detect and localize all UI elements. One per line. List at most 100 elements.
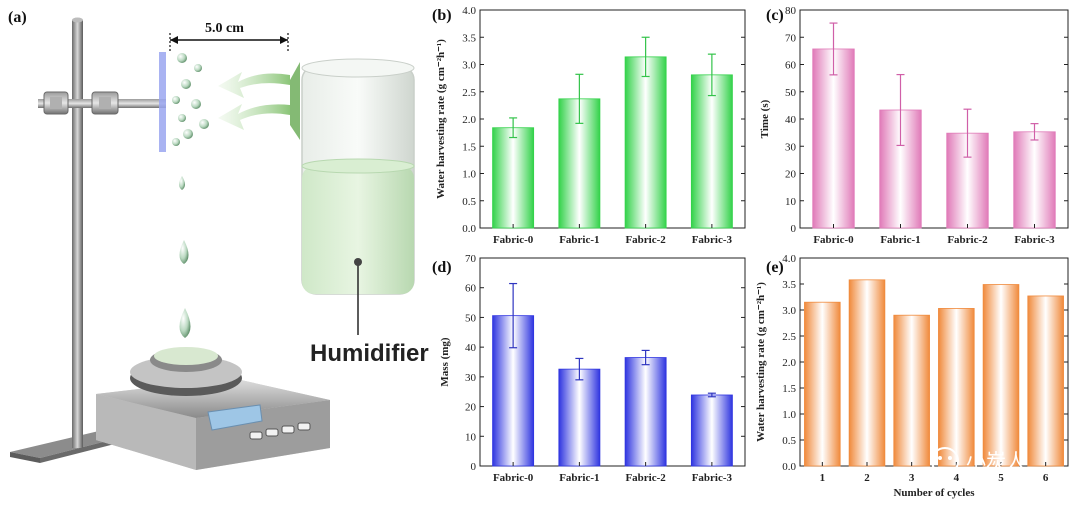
- wechat-icon: [931, 447, 959, 475]
- bar: [812, 48, 855, 229]
- x-axis-title: Number of cycles: [893, 487, 975, 499]
- humidifier-label: Humidifier: [310, 340, 429, 367]
- plot-frame: [479, 257, 746, 467]
- analytical-balance: [96, 347, 330, 470]
- x-tick-label: Fabric-1: [880, 234, 920, 246]
- y-tick-label: 2.5: [462, 87, 476, 99]
- y-tick-label: 4.0: [782, 253, 796, 265]
- falling-drop-icon: [179, 240, 189, 264]
- x-tick-label: Fabric-1: [559, 472, 599, 484]
- x-tick-label: Fabric-2: [625, 234, 666, 246]
- chart-panel-b: (b) 0.0 0.5 1.0 1.5 2.0 2.5 3.0 3.5 4.0 Water harv…: [432, 5, 746, 246]
- y-tick-label: 0: [791, 223, 797, 235]
- y-tick-label: 0.0: [782, 461, 796, 473]
- y-tick-label: 3.0: [462, 60, 476, 72]
- mist-arrow-icon: [218, 72, 290, 98]
- balance-buttons: [249, 422, 311, 440]
- distance-marker: 5.0 cm: [169, 21, 289, 52]
- panel-label-b: (b): [432, 7, 452, 24]
- bar: [1013, 131, 1056, 229]
- x-tick-label: 1: [820, 472, 826, 484]
- y-tick-label: 2.0: [462, 114, 476, 126]
- bar: [558, 368, 601, 467]
- y-tick-label: 0: [471, 461, 477, 473]
- y-axis-title: Time (s): [759, 99, 771, 138]
- balance-display-icon: [207, 404, 263, 431]
- y-axis-title: Water harvesting rate (g cm⁻²h⁻¹): [435, 39, 447, 199]
- x-tick-label: Fabric-2: [947, 234, 988, 246]
- x-tick-label: 5: [998, 472, 1004, 484]
- y-tick-label: 3.5: [462, 32, 476, 44]
- chart-panel-d: (d) 0 10 20 30 40 50 60 70 Mass (mg) Fabric-0 Fabri…: [432, 253, 746, 484]
- y-tick-label: 60: [465, 283, 477, 295]
- water-droplets: [172, 53, 209, 338]
- y-tick-label: 1.0: [782, 409, 796, 421]
- x-tick-label: Fabric-3: [692, 472, 733, 484]
- y-tick-label: 20: [785, 169, 797, 181]
- x-tick-label: Fabric-3: [692, 234, 733, 246]
- panel-label-e: (e): [766, 259, 784, 276]
- jar-water-icon: [302, 166, 414, 294]
- y-tick-label: 10: [465, 431, 477, 443]
- bar: [982, 284, 1020, 467]
- bar: [624, 357, 667, 467]
- bar: [690, 74, 733, 229]
- x-tick-label: 2: [864, 472, 870, 484]
- bar: [492, 127, 535, 229]
- chart-panel-c: (c) 0 10 20 30 40 50 60 70 80 Time (s) Fabric-0 Fabr…: [759, 5, 1069, 246]
- y-tick-label: 10: [785, 196, 797, 208]
- mist-arrows: [218, 62, 300, 140]
- y-tick-label: 20: [465, 402, 477, 414]
- x-tick-label: 6: [1043, 472, 1049, 484]
- y-tick-label: 60: [785, 60, 797, 72]
- mist-arrow-icon: [218, 104, 290, 130]
- x-tick-label: Fabric-3: [1014, 234, 1055, 246]
- bar: [938, 308, 975, 467]
- y-tick-label: 70: [785, 32, 797, 44]
- y-tick-label: 0.0: [462, 223, 476, 235]
- bar: [624, 56, 667, 229]
- distance-label: 5.0 cm: [205, 21, 244, 36]
- y-tick-label: 30: [785, 141, 797, 153]
- y-tick-label: 1.5: [462, 141, 476, 153]
- bar: [1027, 295, 1064, 467]
- y-tick-label: 0.5: [782, 435, 796, 447]
- y-tick-label: 3.5: [782, 279, 796, 291]
- x-tick-label: Fabric-1: [559, 234, 599, 246]
- falling-drop-icon: [179, 308, 191, 338]
- y-tick-label: 1.0: [462, 169, 476, 181]
- bar: [848, 279, 886, 467]
- x-tick-label: Fabric-2: [625, 472, 666, 484]
- y-tick-label: 2.5: [782, 331, 796, 343]
- bar: [804, 301, 841, 467]
- y-tick-label: 3.0: [782, 305, 796, 317]
- watermark-text: 小炭人: [966, 449, 1026, 473]
- illustration-panel: (a) 5.0 cm: [8, 9, 429, 470]
- x-tick-label: 4: [954, 472, 960, 484]
- y-tick-label: 30: [465, 372, 477, 384]
- x-tick-label: Fabric-0: [493, 234, 534, 246]
- watermark: 小炭人: [931, 447, 1026, 475]
- falling-drop-icon: [179, 176, 185, 190]
- chart-panel-e: (e) 0.0 0.5 1.0 1.5 2.0 2.5 3.0 3.5 4.0 Water harv…: [755, 253, 1069, 499]
- bar: [690, 394, 733, 467]
- x-tick-label: 3: [909, 472, 915, 484]
- humidifier-jar: Humidifier: [301, 58, 429, 367]
- y-tick-label: 40: [785, 114, 797, 126]
- y-axis-title: Water harvesting rate (g cm⁻²h⁻¹): [755, 282, 767, 442]
- bar: [893, 314, 930, 467]
- x-tick-label: Fabric-0: [493, 472, 534, 484]
- panel-label-d: (d): [432, 259, 452, 276]
- stand-rod-icon: [72, 20, 83, 448]
- y-tick-label: 2.0: [782, 357, 796, 369]
- y-tick-label: 40: [465, 342, 477, 354]
- panel-label-a: (a): [8, 9, 27, 26]
- y-tick-label: 1.5: [782, 383, 796, 395]
- y-tick-label: 50: [785, 87, 797, 99]
- panel-label-c: (c): [766, 7, 784, 24]
- y-tick-label: 4.0: [462, 5, 476, 17]
- y-tick-label: 50: [465, 312, 477, 324]
- x-tick-label: Fabric-0: [813, 234, 854, 246]
- fabric-sample-icon: [159, 52, 166, 152]
